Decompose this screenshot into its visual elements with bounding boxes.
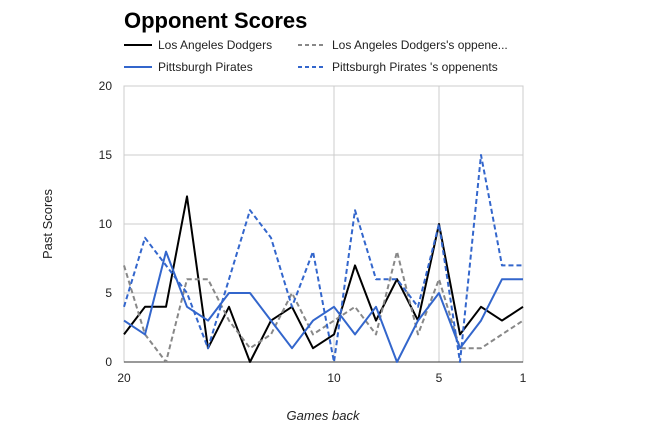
legend: Los Angeles Dodgers Los Angeles Dodgers's… [124, 38, 508, 74]
y-tick-label: 15 [99, 148, 113, 162]
legend-label: Los Angeles Dodgers [158, 38, 272, 52]
y-axis-ticks: 0 5 10 15 20 [99, 79, 113, 369]
series-line-1 [123, 195, 524, 363]
y-tick-label: 20 [99, 79, 113, 93]
legend-label: Los Angeles Dodgers's oppene... [332, 38, 508, 52]
x-axis-ticks: 20 10 5 1 [117, 371, 526, 385]
y-tick-label: 10 [99, 217, 113, 231]
legend-label: Pittsburgh Pirates [158, 60, 253, 74]
x-tick-label: 5 [436, 371, 443, 385]
x-tick-label: 1 [520, 371, 527, 385]
series-line-4 [123, 154, 523, 363]
y-axis-title: Past Scores [40, 188, 55, 259]
y-tick-label: 0 [105, 355, 112, 369]
x-tick-label: 10 [327, 371, 341, 385]
series-group [123, 154, 524, 363]
x-tick-label: 20 [117, 371, 131, 385]
legend-label: Pittsburgh Pirates 's oppenents [332, 60, 498, 74]
chart-title: Opponent Scores [124, 8, 307, 33]
y-tick-label: 5 [105, 286, 112, 300]
x-axis-title: Games back [287, 408, 361, 423]
